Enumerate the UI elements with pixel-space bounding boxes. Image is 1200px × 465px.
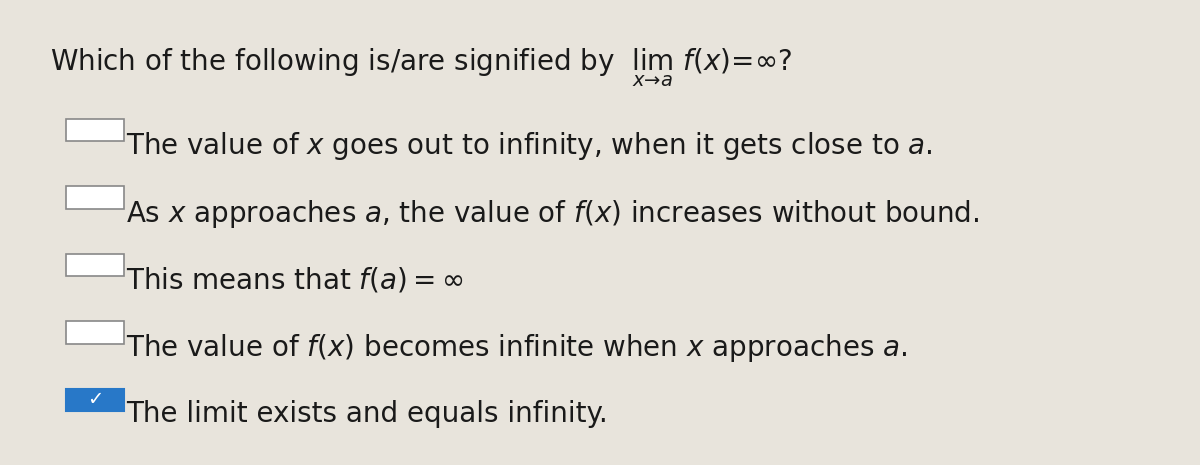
Text: As $x$ approaches $a$, the value of $f(x)$ increases without bound.: As $x$ approaches $a$, the value of $f(x… [126, 198, 979, 230]
FancyBboxPatch shape [66, 389, 124, 411]
FancyBboxPatch shape [66, 186, 124, 209]
FancyBboxPatch shape [66, 254, 124, 276]
Text: Which of the following is/are signified by  $\lim_{x \to a}\ f(x) = \infty$?: Which of the following is/are signified … [50, 46, 792, 89]
FancyBboxPatch shape [66, 321, 124, 344]
Text: The value of $x$ goes out to infinity, when it gets close to $a$.: The value of $x$ goes out to infinity, w… [126, 130, 932, 162]
Text: ✓: ✓ [86, 391, 103, 409]
Text: The value of $f(x)$ becomes infinite when $x$ approaches $a$.: The value of $f(x)$ becomes infinite whe… [126, 332, 907, 365]
FancyBboxPatch shape [66, 119, 124, 141]
Text: This means that $f(a) = \infty$: This means that $f(a) = \infty$ [126, 265, 463, 294]
Text: The limit exists and equals infinity.: The limit exists and equals infinity. [126, 400, 607, 428]
